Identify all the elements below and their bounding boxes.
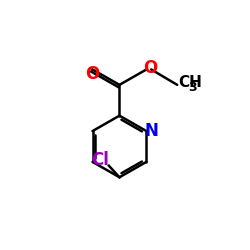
Text: 3: 3 <box>188 81 196 94</box>
Text: O: O <box>86 65 100 83</box>
Text: O: O <box>143 59 157 77</box>
Text: Cl: Cl <box>91 151 109 169</box>
Text: N: N <box>145 122 159 140</box>
Text: CH: CH <box>178 76 202 90</box>
